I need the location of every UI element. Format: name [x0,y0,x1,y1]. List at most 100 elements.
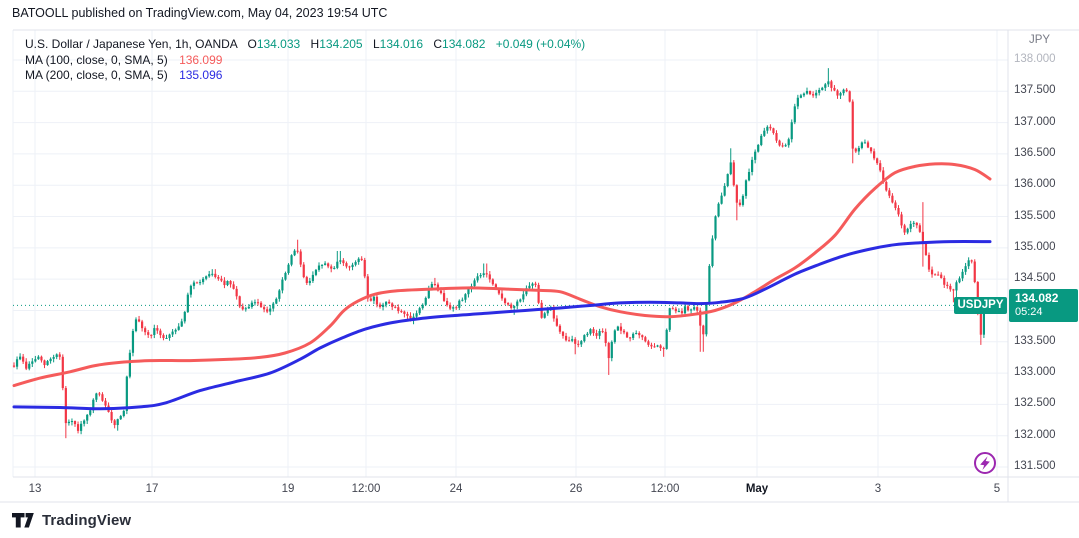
candle-body [583,335,586,342]
candle-body [815,92,818,96]
candle-body [412,316,415,319]
candle-body [494,284,497,289]
candle-body [668,308,671,330]
candle-body [607,342,610,359]
candle-body [324,263,327,265]
candle-body [912,222,915,224]
time-tick-label: May [745,483,769,495]
candle-body [98,393,101,395]
ohlc-low-value: 134.016 [379,37,424,51]
candle-body [467,288,470,295]
candle-body [488,274,491,280]
time-tick-label: 5 [993,483,1001,495]
candle-body [244,308,247,310]
price-axis[interactable]: JPY 138.000 137.500 137.000 136.500 136.000 1… [1008,0,1079,502]
candle-body [259,302,263,308]
candle-body [128,352,131,377]
candle-body [760,135,763,145]
candle-body [915,222,918,226]
candle-body [256,302,260,304]
candle-body [241,306,244,310]
candle-body [577,343,580,345]
candle-body [955,282,958,291]
candle-body [372,296,375,301]
time-axis[interactable]: 13 17 19 12:00 24 26 12:00 May 3 5 [0,477,1008,502]
candle-body [351,264,354,268]
ohlc-high-value: 134.205 [319,37,363,51]
ma200-label: MA (200, close, 0, SMA, 5) [25,68,168,82]
candle-body [558,325,562,332]
candle-body [647,341,650,345]
candle-body [793,106,796,123]
legend-symbol-row[interactable]: U.S. Dollar / Japanese Yen, 1h, OANDA O1… [25,37,585,53]
ma100-line[interactable] [12,162,992,388]
tradingview-logo[interactable]: TradingView [12,507,131,533]
candle-body [458,300,461,308]
candle-body [348,266,351,268]
candle-body [879,163,882,171]
candle-body [12,365,16,367]
candle-body [378,304,382,307]
candle-body [452,307,455,309]
ma100-value: 136.099 [179,52,223,67]
bar-countdown: 05:24 [1015,305,1043,318]
candle-body [400,311,403,313]
candle-body [369,298,372,301]
ohlc-close-value: 134.082 [442,37,486,51]
candle-body [479,275,482,277]
candle-body [946,284,949,286]
candle-body [232,284,235,289]
candle-body [202,278,205,283]
candle-body [253,302,257,304]
legend-ma200-row[interactable]: MA (200, close, 0, SMA, 5) 135.096 [25,68,585,84]
candle-body [812,94,815,96]
candle-body [662,348,665,350]
candle-body [601,331,604,333]
candle-body [824,84,827,88]
candle-body [656,345,659,347]
candle-body [95,393,98,400]
time-tick-label: 17 [145,483,159,495]
time-tick-label: 24 [449,483,463,495]
candle-body [778,140,781,146]
candle-body [363,259,366,277]
candle-body [427,289,430,298]
candle-body [622,330,626,333]
candle-body [49,358,52,362]
candle-body [156,328,159,331]
candle-body [37,356,40,360]
candle-body [415,313,418,317]
currency-label: JPY [1029,34,1051,46]
candle-body [101,394,104,401]
candle-body [958,278,961,283]
candle-body [500,293,504,299]
candle-body [949,285,952,290]
chart-legend: U.S. Dollar / Japanese Yen, 1h, OANDA O1… [25,37,585,84]
candle-body [552,307,555,319]
legend-ma100-row[interactable]: MA (100, close, 0, SMA, 5) 136.099 [25,53,585,69]
candle-body [906,228,909,233]
symbol-title: U.S. Dollar / Japanese Yen, 1h, OANDA [25,37,238,51]
candle-body [818,89,821,93]
candle-body [507,303,510,305]
last-price-axis-badge: 134.082 05:24 [1009,288,1078,322]
candle-body [67,421,70,424]
candle-body [909,223,912,229]
candle-body [705,303,708,335]
candle-body [830,81,833,88]
candle-body [952,289,955,291]
ma200-line[interactable] [12,240,992,411]
candle-body [845,89,848,92]
candle-body [717,203,720,217]
candle-body [921,231,924,244]
flash-action-icon[interactable] [974,452,996,474]
candle-body [619,326,623,331]
candle-body [851,101,854,149]
candle-body [430,284,433,290]
candle-body [473,280,476,287]
candle-body [223,280,226,286]
candle-body [885,182,888,191]
candle-body [860,142,863,148]
candle-body [272,303,275,309]
